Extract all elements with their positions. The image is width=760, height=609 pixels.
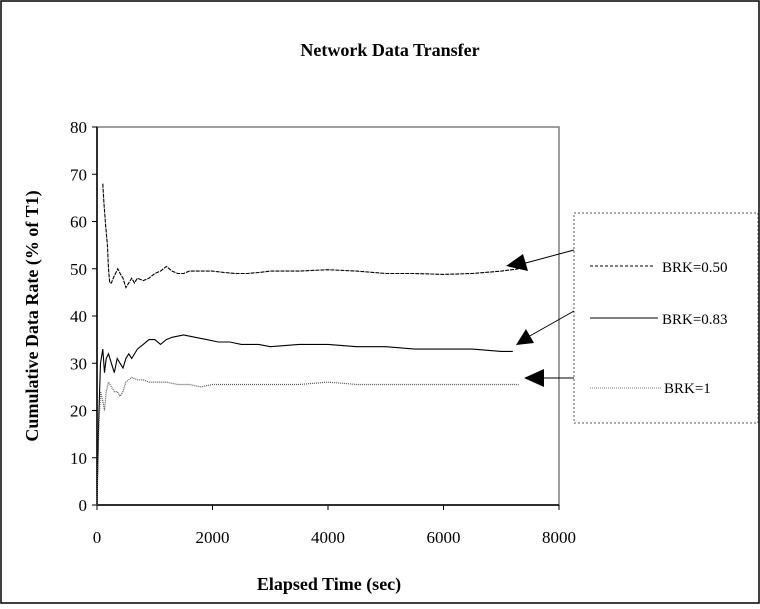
x-tick-label: 2000	[196, 528, 230, 547]
y-tick-label: 40	[70, 307, 87, 326]
axis-ticks: 0 10 20 30 40 50 60 70 80 0 2000 4000 6000 8000	[70, 118, 576, 547]
legend-arrowhead-brk-050	[506, 254, 528, 271]
y-axis-title: Cumulative Data Rate (% of T1)	[22, 190, 43, 441]
series-line-brk-1	[96, 376, 519, 506]
series-layer	[96, 183, 519, 506]
x-tick-label: 0	[93, 528, 102, 547]
y-tick-label: 0	[79, 496, 88, 515]
legend-label-brk-050: BRK=0.50	[662, 260, 728, 276]
legend-arrow-brk-050	[506, 249, 575, 271]
y-tick-label: 70	[70, 165, 87, 184]
y-tick-label: 80	[70, 118, 87, 137]
y-tick-label: 60	[70, 213, 87, 232]
legend-item-brk-1: BRK=1	[590, 381, 711, 397]
y-tick-label: 30	[70, 354, 87, 373]
y-tick-label: 50	[70, 260, 87, 279]
y-tick-label: 20	[70, 402, 87, 421]
x-tick-label: 4000	[311, 528, 345, 547]
plot-area	[96, 126, 560, 506]
x-tick-label: 8000	[542, 528, 576, 547]
series-line-brk-0-50	[102, 183, 519, 289]
legend-arrow-brk-1	[524, 369, 574, 387]
legend-label-brk-083: BRK=0.83	[662, 312, 728, 328]
x-axis-title: Elapsed Time (sec)	[257, 574, 401, 595]
legend-item-brk-083: BRK=0.83	[590, 312, 728, 328]
x-tick-label: 6000	[427, 528, 461, 547]
legend-item-brk-050: BRK=0.50	[590, 260, 728, 276]
legend-arrowhead-brk-083	[516, 329, 534, 345]
y-tick-label: 10	[70, 449, 87, 468]
legend-arrow-brk-083	[516, 310, 575, 345]
legend-arrow-line-brk-083	[527, 310, 575, 338]
chart-title: Network Data Transfer	[300, 40, 479, 60]
legend-arrowhead-brk-1	[524, 369, 544, 387]
legend-label-brk-1: BRK=1	[664, 381, 711, 397]
legend-arrow-line-brk-050	[521, 249, 575, 265]
series-line-brk-0-83	[96, 334, 513, 506]
